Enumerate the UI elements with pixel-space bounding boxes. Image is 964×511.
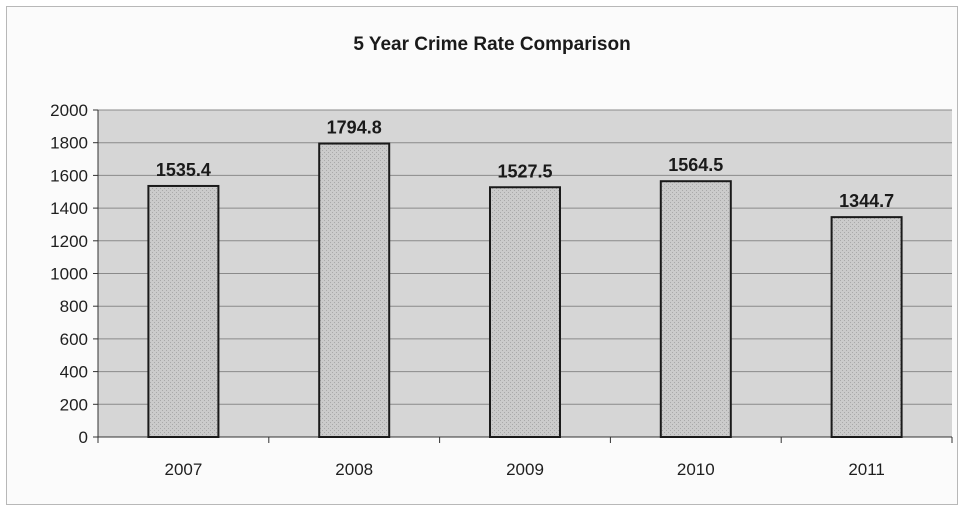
y-tick-label-200: 200 xyxy=(60,395,88,414)
y-tick-label-400: 400 xyxy=(60,363,88,382)
y-tick-label-1200: 1200 xyxy=(50,232,88,251)
bar-2011 xyxy=(830,216,903,438)
y-tick-label-0: 0 xyxy=(79,428,88,447)
y-tick-label-1600: 1600 xyxy=(50,166,88,185)
data-label-2010: 1564.5 xyxy=(668,155,723,175)
y-tick-label-1400: 1400 xyxy=(50,199,88,218)
data-label-2009: 1527.5 xyxy=(497,161,552,181)
x-tick-label-2008: 2008 xyxy=(335,460,373,479)
y-tick-label-1800: 1800 xyxy=(50,134,88,153)
x-tick-label-2009: 2009 xyxy=(506,460,544,479)
chart-title: 5 Year Crime Rate Comparison xyxy=(353,34,630,55)
bar-2008 xyxy=(318,142,391,438)
x-axis-tick-labels: 2007 2008 2009 2010 2011 xyxy=(164,460,884,479)
data-labels: 1535.4 1794.8 1527.5 1564.5 1344.7 xyxy=(156,118,894,212)
data-label-2008: 1794.8 xyxy=(327,118,382,138)
y-tick-label-600: 600 xyxy=(60,330,88,349)
x-tick-label-2011: 2011 xyxy=(848,460,885,479)
y-tick-label-1000: 1000 xyxy=(50,265,88,284)
x-tick-label-2010: 2010 xyxy=(677,460,715,479)
bar-2010 xyxy=(659,180,732,438)
bar-2007 xyxy=(147,184,220,438)
y-axis-tick-labels: 0 200 400 600 800 1000 1200 1400 1600 1800 2000 xyxy=(50,101,88,447)
y-tick-label-2000: 2000 xyxy=(50,101,88,120)
bars xyxy=(147,142,903,438)
data-label-2011: 1344.7 xyxy=(839,191,894,211)
data-label-2007: 1535.4 xyxy=(156,160,211,180)
bar-2009 xyxy=(489,186,561,438)
x-tick-label-2007: 2007 xyxy=(164,460,202,479)
y-tick-label-800: 800 xyxy=(60,297,88,316)
